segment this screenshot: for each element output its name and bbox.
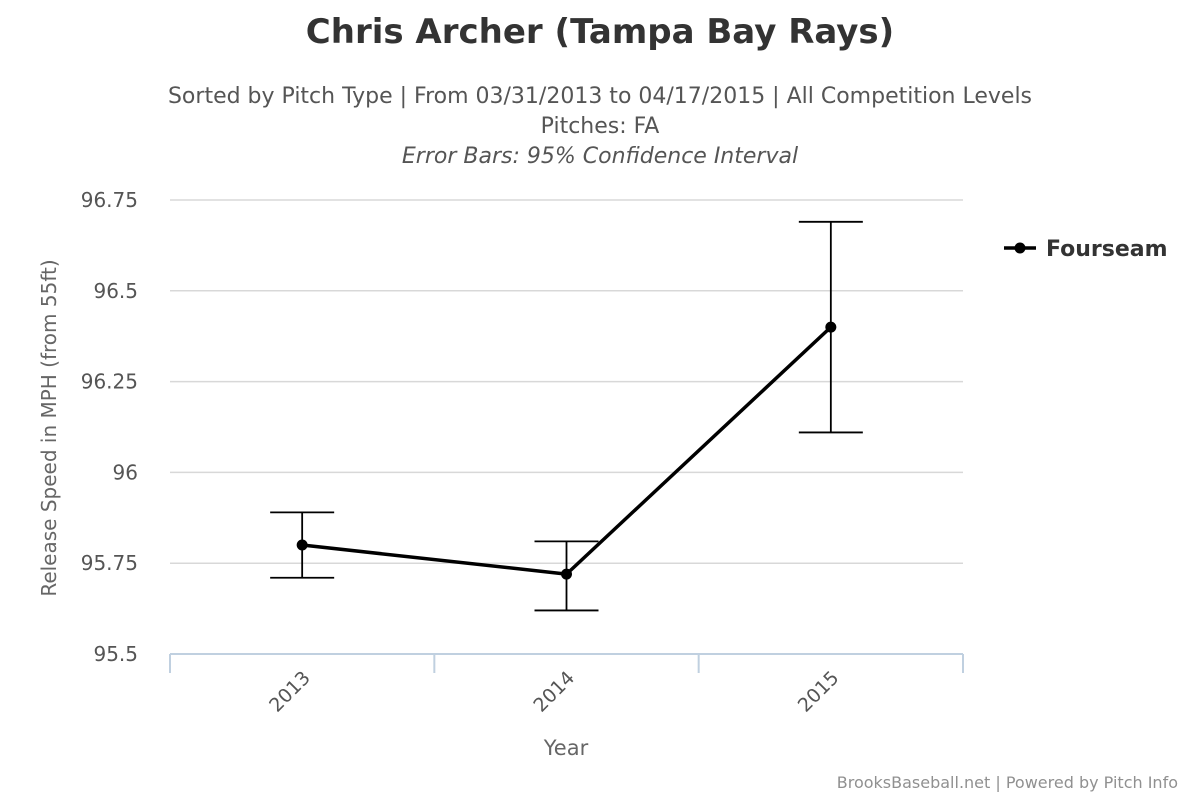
subtitle-line-1: Sorted by Pitch Type | From 03/31/2013 t… bbox=[167, 84, 1033, 109]
data-point bbox=[561, 568, 572, 580]
y-tick-label: 95.5 bbox=[93, 642, 138, 666]
data-point bbox=[296, 539, 308, 551]
subtitle-line-3: Error Bars: 95% Confidence Interval bbox=[401, 144, 799, 169]
x-tick-label: 2015 bbox=[794, 667, 844, 717]
y-tick-label: 96.5 bbox=[93, 279, 138, 303]
legend[interactable]: Fourseam bbox=[1004, 237, 1168, 262]
y-tick-labels: 95.5 95.75 96 96.25 96.5 96.75 bbox=[81, 188, 138, 666]
y-tick-label: 95.75 bbox=[81, 551, 138, 575]
x-axis bbox=[169, 653, 964, 673]
y-tick-label: 96.75 bbox=[81, 188, 138, 212]
legend-label: Fourseam bbox=[1046, 237, 1168, 262]
x-tick-label: 2013 bbox=[265, 667, 315, 717]
y-axis-label: Release Speed in MPH (from 55ft) bbox=[37, 259, 61, 596]
series-lines bbox=[301, 325, 833, 576]
subtitle-line-2: Pitches: FA bbox=[540, 114, 660, 139]
legend-marker bbox=[1014, 242, 1026, 254]
footer-credit[interactable]: BrooksBaseball.net | Powered by Pitch In… bbox=[836, 773, 1178, 792]
y-tick-label: 96 bbox=[113, 460, 138, 484]
x-tick-labels: 2013 2014 2015 bbox=[265, 667, 843, 717]
x-tick-label: 2014 bbox=[529, 667, 579, 717]
data-point bbox=[825, 321, 837, 333]
y-tick-label: 96.25 bbox=[81, 370, 138, 394]
chart-title: Chris Archer (Tampa Bay Rays) bbox=[305, 12, 895, 52]
grid-lines bbox=[170, 199, 963, 564]
data-points bbox=[296, 321, 837, 580]
x-axis-label: Year bbox=[543, 736, 589, 760]
series-line bbox=[301, 325, 833, 576]
chart-subtitle: Sorted by Pitch Type | From 03/31/2013 t… bbox=[0, 82, 1200, 172]
